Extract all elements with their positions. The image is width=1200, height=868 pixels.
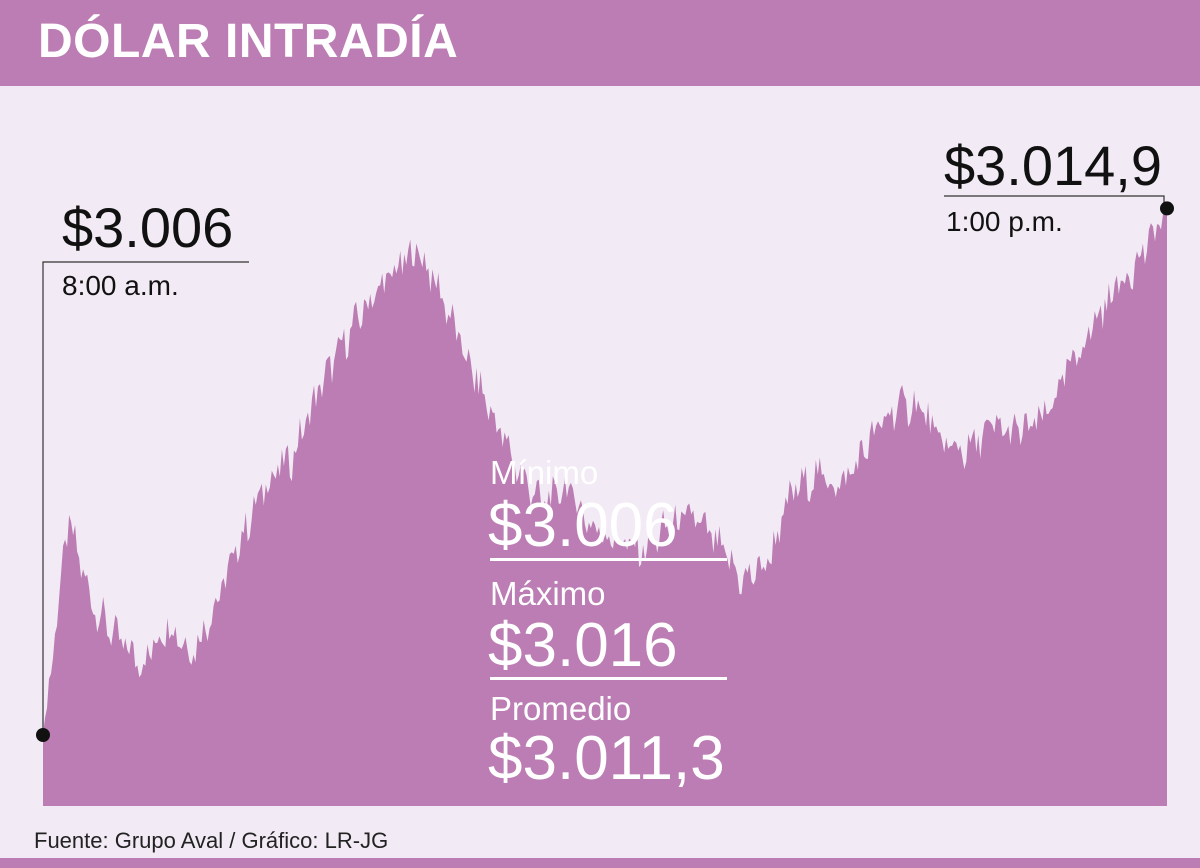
end-point	[1160, 201, 1174, 216]
start-value-label: $3.006	[62, 196, 234, 259]
end-value-label: $3.014,9	[944, 134, 1162, 197]
stat-max-value: $3.016	[488, 611, 678, 680]
start-time-label: 8:00 a.m.	[62, 270, 179, 301]
footer-bar	[0, 858, 1200, 868]
stat-avg-value: $3.011,3	[488, 724, 725, 793]
stat-avg-label: Promedio	[490, 690, 632, 727]
source-credit: Fuente: Grupo Aval / Gráfico: LR-JG	[34, 828, 389, 853]
stat-divider	[490, 677, 727, 680]
stat-min-value: $3.006	[488, 491, 678, 560]
start-callout-line	[42, 261, 249, 735]
chart-title: DÓLAR INTRADÍA	[38, 15, 459, 68]
end-time-label: 1:00 p.m.	[946, 206, 1063, 237]
header-bar: DÓLAR INTRADÍA	[0, 0, 1200, 86]
price-area	[43, 208, 1167, 806]
stat-min-label: Mínimo	[490, 454, 599, 491]
stat-max-label: Máximo	[490, 575, 606, 612]
start-point	[36, 728, 50, 742]
stat-divider	[490, 558, 727, 561]
